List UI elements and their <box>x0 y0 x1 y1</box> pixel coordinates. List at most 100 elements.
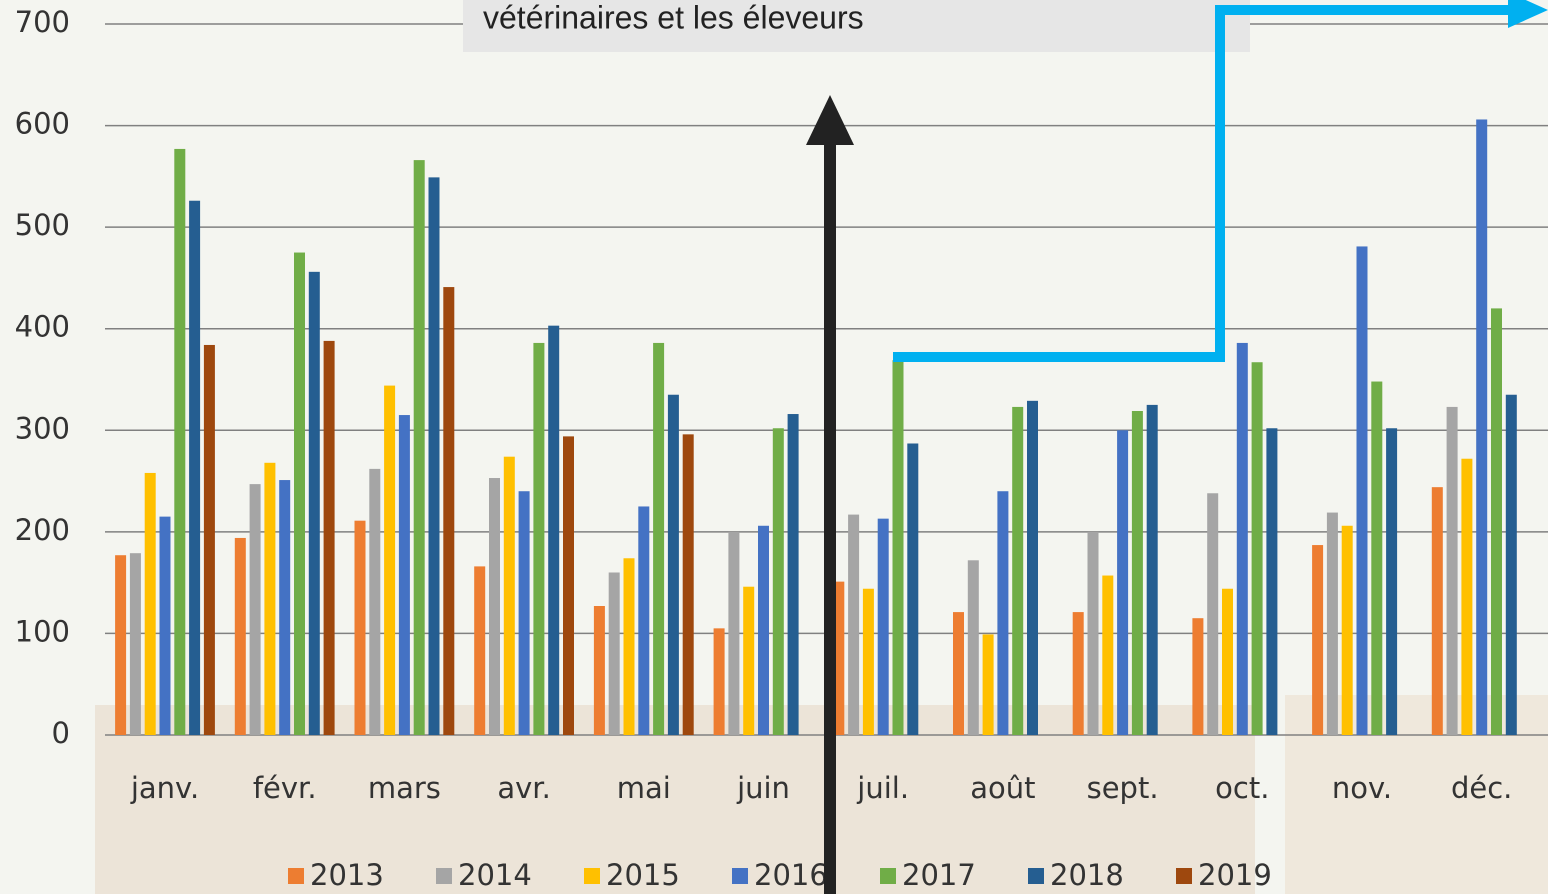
y-tick-label: 200 <box>15 513 70 547</box>
arrow-head <box>806 95 854 145</box>
legend-label: 2019 <box>1198 858 1272 892</box>
legend-label: 2016 <box>754 858 828 892</box>
x-tick-label: janv. <box>130 771 199 805</box>
bar <box>1192 618 1204 735</box>
x-tick-label: juin <box>736 771 790 805</box>
bar <box>518 491 530 735</box>
bar <box>787 414 799 735</box>
bar <box>892 360 904 735</box>
bar <box>398 415 410 735</box>
bar <box>563 436 574 735</box>
x-tick-label: août <box>970 771 1035 805</box>
bar <box>129 553 141 735</box>
bar <box>1326 512 1338 735</box>
y-tick-label: 400 <box>15 310 70 344</box>
bar <box>1386 428 1398 735</box>
bar <box>1431 487 1443 735</box>
bar <box>369 468 381 735</box>
bar <box>1341 525 1353 735</box>
bar <box>682 434 694 735</box>
bar <box>474 566 486 735</box>
bar <box>413 160 425 735</box>
bar <box>1446 406 1458 735</box>
bar <box>249 484 261 735</box>
bar <box>443 287 455 735</box>
y-tick-label: 600 <box>15 107 70 141</box>
arrow <box>893 5 1512 362</box>
bar <box>428 177 440 735</box>
bar <box>503 456 515 735</box>
bar <box>1236 342 1248 735</box>
bar <box>1251 362 1263 735</box>
y-tick-label: 300 <box>15 411 70 445</box>
legend-swatch <box>436 868 452 884</box>
x-tick-label: sept. <box>1087 771 1159 805</box>
legend-label: 2018 <box>1050 858 1124 892</box>
bar <box>1461 458 1473 735</box>
bar <box>1131 410 1143 735</box>
bar <box>1012 406 1024 735</box>
bar <box>1505 394 1517 735</box>
photo-backdrop <box>95 705 1255 894</box>
bar <box>1312 545 1324 735</box>
x-tick-label: nov. <box>1332 771 1392 805</box>
bar <box>608 572 620 735</box>
x-tick-label: mars <box>368 771 441 805</box>
bar <box>548 325 560 735</box>
annotation-box <box>463 0 1250 52</box>
bar <box>1207 493 1219 735</box>
y-tick-label: 700 <box>15 5 70 39</box>
x-tick-label: mai <box>617 771 671 805</box>
legend-swatch <box>1176 868 1192 884</box>
bar <box>1476 119 1488 735</box>
bar <box>997 491 1009 735</box>
bar <box>234 537 246 735</box>
bar <box>115 555 127 735</box>
bar <box>593 606 605 735</box>
bar <box>1146 404 1158 735</box>
bar <box>713 628 725 735</box>
bar <box>354 520 366 735</box>
bar <box>772 428 784 735</box>
bar <box>1266 428 1278 735</box>
x-tick-label: avr. <box>497 771 550 805</box>
x-tick-label: févr. <box>253 771 317 805</box>
bar <box>1072 612 1084 735</box>
bar <box>294 252 305 736</box>
x-tick-label: juil. <box>856 771 909 805</box>
bar <box>728 531 740 735</box>
legend-label: 2014 <box>458 858 532 892</box>
y-tick-label: 0 <box>52 716 70 750</box>
bar <box>323 340 335 735</box>
bar <box>533 342 545 735</box>
bar <box>907 443 919 735</box>
bar <box>189 200 201 736</box>
bar <box>667 394 679 735</box>
bar <box>848 514 860 735</box>
bar <box>1222 588 1233 735</box>
bar <box>159 516 171 735</box>
legend-label: 2015 <box>606 858 680 892</box>
bar <box>1491 308 1502 735</box>
bar <box>203 344 215 735</box>
legend-label: 2017 <box>902 858 976 892</box>
bar <box>953 612 964 735</box>
bar <box>264 462 276 735</box>
bar <box>967 560 979 735</box>
arrow-head <box>1508 0 1548 28</box>
legend-swatch <box>584 868 600 884</box>
bar <box>174 148 186 735</box>
bar <box>743 586 755 735</box>
bar <box>279 480 291 735</box>
bar <box>1102 575 1114 735</box>
bar <box>1027 400 1038 735</box>
bar <box>653 342 665 735</box>
x-tick-label: déc. <box>1451 771 1512 805</box>
legend-swatch <box>732 868 748 884</box>
bar <box>1117 430 1129 735</box>
bar <box>308 271 320 735</box>
y-tick-label: 500 <box>15 208 70 242</box>
bar <box>833 581 845 735</box>
bar <box>638 506 650 735</box>
